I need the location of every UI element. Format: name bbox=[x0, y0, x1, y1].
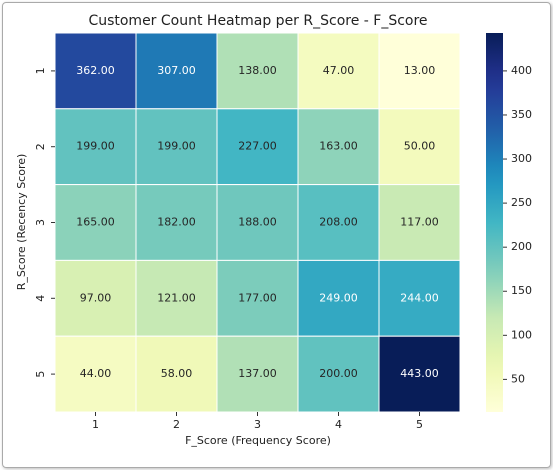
cell-label: 362.00 bbox=[76, 64, 115, 77]
heatmap-cell bbox=[54, 108, 137, 186]
colorbar-tick-label: 300 bbox=[511, 152, 532, 165]
colorbar bbox=[486, 33, 503, 412]
heatmap-cell bbox=[54, 32, 137, 110]
colorbar-tick-label: 350 bbox=[511, 108, 532, 121]
cell-label: 163.00 bbox=[319, 140, 358, 153]
colorbar-tick-label: 200 bbox=[511, 240, 532, 253]
heatmap-cell bbox=[378, 32, 461, 110]
y-tick-label: 3 bbox=[34, 219, 47, 226]
heatmap-cell bbox=[54, 335, 137, 413]
heatmap-cell bbox=[135, 259, 218, 337]
cell-label: 199.00 bbox=[157, 140, 196, 153]
colorbar-tick-label: 150 bbox=[511, 284, 532, 297]
cell-label: 117.00 bbox=[400, 216, 439, 229]
heatmap-cell bbox=[297, 108, 380, 186]
colorbar-tick-label: 100 bbox=[511, 328, 532, 341]
heatmap-cell bbox=[297, 184, 380, 261]
heatmap-cell bbox=[216, 108, 299, 186]
cell-label: 443.00 bbox=[400, 367, 439, 380]
cell-label: 307.00 bbox=[157, 64, 196, 77]
y-tick-label: 2 bbox=[34, 143, 47, 150]
cell-label: 188.00 bbox=[238, 216, 277, 229]
colorbar-tick-label: 400 bbox=[511, 64, 532, 77]
heatmap-cell bbox=[135, 184, 218, 261]
cell-label: 249.00 bbox=[319, 291, 358, 304]
cell-label: 182.00 bbox=[157, 216, 196, 229]
x-tick-label: 3 bbox=[254, 418, 261, 431]
heatmap-cell bbox=[297, 32, 380, 110]
heatmap-cell bbox=[135, 335, 218, 413]
y-tick-label: 4 bbox=[34, 295, 47, 302]
x-axis-label: F_Score (Frequency Score) bbox=[185, 434, 331, 447]
heatmap-cell bbox=[135, 32, 218, 110]
cell-label: 121.00 bbox=[157, 291, 196, 304]
cell-label: 138.00 bbox=[238, 64, 277, 77]
x-tick-label: 1 bbox=[92, 418, 99, 431]
cell-label: 177.00 bbox=[238, 291, 277, 304]
cell-label: 44.00 bbox=[80, 367, 112, 380]
colorbar-tick-label: 250 bbox=[511, 196, 532, 209]
heatmap-cell bbox=[54, 184, 137, 261]
heatmap-cell bbox=[216, 184, 299, 261]
x-tick-label: 4 bbox=[335, 418, 342, 431]
heatmap-cell bbox=[378, 184, 461, 261]
y-axis-label: R_Score (Recency Score) bbox=[15, 154, 28, 291]
cell-label: 47.00 bbox=[323, 64, 355, 77]
heatmap-cell bbox=[378, 108, 461, 186]
heatmap-cell bbox=[378, 259, 461, 337]
cell-label: 97.00 bbox=[80, 291, 112, 304]
cell-label: 13.00 bbox=[404, 64, 436, 77]
heatmap-cell bbox=[297, 259, 380, 337]
colorbar-tick-label: 50 bbox=[511, 372, 525, 385]
heatmap-cell bbox=[378, 335, 461, 413]
cell-label: 244.00 bbox=[400, 291, 439, 304]
cell-label: 199.00 bbox=[76, 140, 115, 153]
y-tick-label: 5 bbox=[34, 371, 47, 378]
x-tick-label: 5 bbox=[416, 418, 423, 431]
heatmap-cell bbox=[216, 335, 299, 413]
cell-label: 200.00 bbox=[319, 367, 358, 380]
cell-label: 137.00 bbox=[238, 367, 277, 380]
cell-label: 50.00 bbox=[404, 140, 436, 153]
chart-title: Customer Count Heatmap per R_Score - F_S… bbox=[88, 13, 427, 29]
x-tick-label: 2 bbox=[173, 418, 180, 431]
heatmap-cell bbox=[54, 259, 137, 337]
cell-label: 165.00 bbox=[76, 216, 115, 229]
y-tick-label: 1 bbox=[34, 67, 47, 74]
cell-label: 227.00 bbox=[238, 140, 277, 153]
cell-label: 58.00 bbox=[161, 367, 193, 380]
cell-label: 208.00 bbox=[319, 216, 358, 229]
